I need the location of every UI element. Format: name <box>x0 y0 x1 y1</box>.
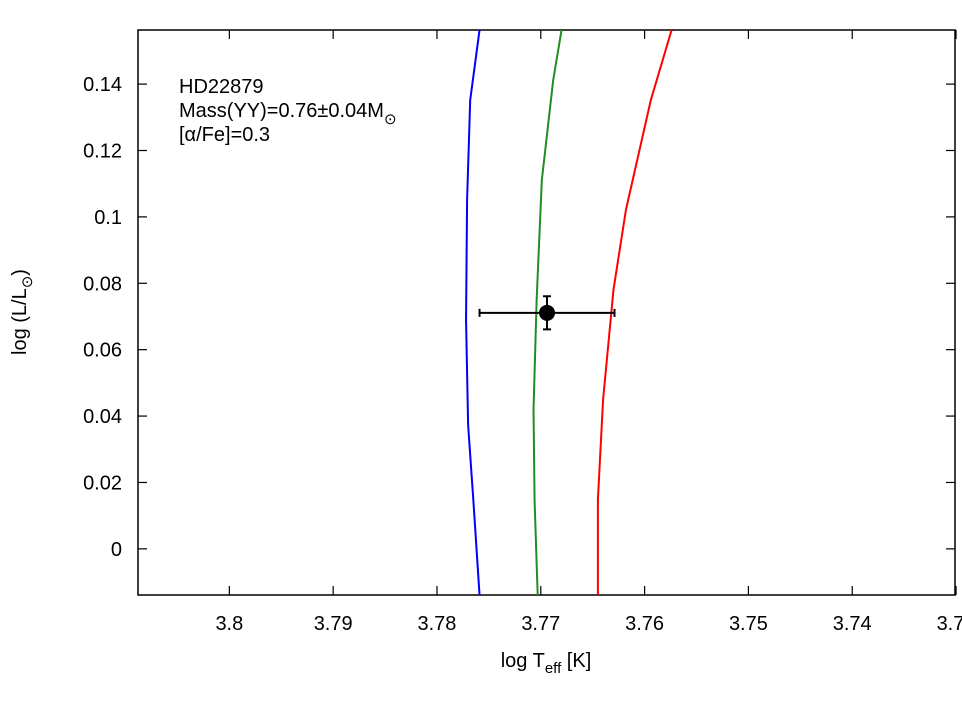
y-label-text: ) <box>9 269 31 276</box>
x-label-sub: eff <box>545 660 562 677</box>
x-tick-label: 3.78 <box>418 613 457 635</box>
x-tick-label: 3.79 <box>314 613 353 635</box>
annotation-text: [α/Fe]=0.3 <box>179 124 270 146</box>
x-tick-label: 3.77 <box>521 613 560 635</box>
y-tick-label: 0 <box>111 539 122 561</box>
y-tick-label: 0.04 <box>83 406 122 428</box>
annotation-sub: ⊙ <box>384 111 397 128</box>
plot-frame <box>137 29 956 596</box>
x-tick-label: 3.76 <box>625 613 664 635</box>
curve <box>465 30 481 595</box>
y-axis-label: log (L/L⊙) <box>9 269 36 355</box>
curve <box>596 30 673 595</box>
annotation-text: Mass(YY)=0.76±0.04M <box>179 100 384 122</box>
data-point <box>539 304 556 321</box>
x-tick-label: 3.73 <box>937 613 962 635</box>
y-label-text: log (L/L <box>9 288 31 355</box>
x-tick-label: 3.74 <box>833 613 872 635</box>
y-tick-label: 0.08 <box>83 273 122 295</box>
y-label-sub: ⊙ <box>19 276 36 289</box>
annotation: Mass(YY)=0.76±0.04M⊙ <box>179 100 397 128</box>
x-tick-label: 3.75 <box>729 613 768 635</box>
y-tick-label: 0.14 <box>83 74 122 96</box>
plot-area <box>465 30 673 595</box>
annotation-text: HD22879 <box>179 76 264 98</box>
x-tick-label: 3.8 <box>215 613 243 635</box>
y-tick-label: 0.12 <box>83 141 122 163</box>
x-label-text: log T <box>501 650 545 672</box>
annotation: [α/Fe]=0.3 <box>179 124 270 146</box>
annotation: HD22879 <box>179 76 264 98</box>
y-tick-label: 0.02 <box>83 472 122 494</box>
x-axis-label: log Teff [K] <box>501 650 592 677</box>
y-tick-label: 0.06 <box>83 340 122 362</box>
y-tick-label: 0.1 <box>94 207 122 229</box>
x-label-text: [K] <box>561 650 591 672</box>
curve <box>532 30 563 595</box>
